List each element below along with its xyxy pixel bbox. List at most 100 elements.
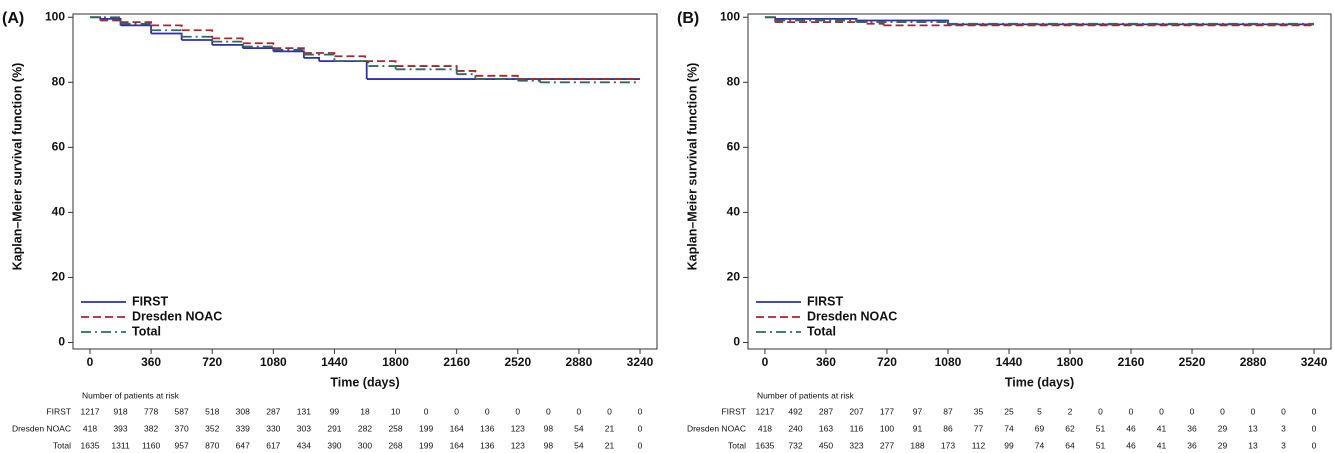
risk-count: 5 (1037, 406, 1042, 416)
risk-count: 13 (1248, 440, 1258, 450)
risk-count: 1635 (755, 440, 774, 450)
x-tick-label: 0 (762, 355, 769, 369)
risk-count: 0 (1312, 423, 1317, 433)
risk-count: 647 (236, 440, 250, 450)
risk-count: 277 (880, 440, 894, 450)
risk-count: 64 (1065, 440, 1075, 450)
risk-count: 136 (480, 440, 494, 450)
risk-count: 418 (83, 423, 97, 433)
risk-count: 0 (1251, 406, 1256, 416)
legend-label: Dresden NOAC (132, 309, 222, 323)
risk-count: 29 (1218, 440, 1228, 450)
risk-count: 370 (175, 423, 189, 433)
x-tick-label: 1440 (996, 355, 1023, 369)
risk-row-name: Total (53, 440, 71, 450)
risk-row-name: FIRST (46, 406, 71, 416)
survival-step (475, 74, 519, 80)
risk-count: 100 (880, 423, 894, 433)
y-axis-label: Kaplan–Meier survival function (%) (10, 63, 24, 271)
x-tick-label: 2880 (566, 355, 593, 369)
y-tick-label: 80 (52, 74, 66, 88)
risk-count: 123 (511, 440, 525, 450)
risk-count: 957 (175, 440, 189, 450)
risk-count: 177 (880, 406, 894, 416)
x-tick-label: 1800 (1057, 355, 1084, 369)
risk-count: 287 (819, 406, 833, 416)
risk-count: 258 (388, 423, 402, 433)
risk-count: 0 (638, 423, 643, 433)
risk-count: 188 (910, 440, 924, 450)
survival-step (775, 19, 858, 23)
risk-count: 330 (266, 423, 280, 433)
risk-count: 91 (913, 423, 923, 433)
risk-count: 98 (544, 423, 554, 433)
risk-count: 69 (1035, 423, 1045, 433)
risk-count: 0 (638, 406, 643, 416)
risk-count: 0 (1281, 406, 1286, 416)
risk-count: 97 (913, 406, 923, 416)
legend-label: Total (132, 324, 161, 338)
risk-count: 918 (113, 406, 127, 416)
risk-count: 0 (515, 406, 520, 416)
survival-step (151, 29, 183, 37)
risk-count: 29 (1218, 423, 1228, 433)
risk-count: 418 (758, 423, 772, 433)
survival-step (120, 22, 152, 31)
risk-count: 0 (607, 406, 612, 416)
survival-step (456, 70, 477, 76)
risk-count: 303 (297, 423, 311, 433)
risk-count: 0 (1220, 406, 1225, 416)
legend-label: Total (807, 324, 836, 338)
x-tick-label: 360 (816, 355, 836, 369)
risk-count: 99 (330, 406, 340, 416)
risk-count: 35 (974, 406, 984, 416)
risk-count: 0 (1190, 406, 1195, 416)
risk-count: 291 (327, 423, 341, 433)
legend-label: Dresden NOAC (807, 309, 897, 323)
risk-count: 112 (972, 440, 986, 450)
risk-count: 62 (1065, 423, 1075, 433)
risk-count: 2 (1068, 406, 1073, 416)
legend-label: FIRST (807, 294, 843, 308)
risk-count: 0 (454, 406, 459, 416)
risk-count: 1635 (81, 440, 100, 450)
risk-count: 74 (1035, 440, 1045, 450)
risk-count: 163 (819, 423, 833, 433)
risk-count: 98 (544, 440, 554, 450)
panel-label: (B) (677, 10, 699, 27)
x-tick-label: 1800 (382, 355, 409, 369)
survival-step (120, 24, 152, 34)
plot-frame (72, 13, 658, 350)
panel-label: (A) (2, 10, 24, 27)
risk-count: 99 (1004, 440, 1014, 450)
risk-count: 0 (424, 406, 429, 416)
risk-count: 393 (113, 423, 127, 433)
risk-count: 240 (788, 423, 802, 433)
legend-label: FIRST (132, 294, 168, 308)
survival-step (517, 79, 541, 83)
risk-count: 25 (1004, 406, 1014, 416)
survival-step (303, 53, 336, 62)
risk-count: 0 (485, 406, 490, 416)
y-tick-label: 0 (58, 335, 65, 349)
risk-count: 3 (1281, 423, 1286, 433)
risk-count: 0 (1312, 440, 1317, 450)
survival-step (151, 32, 183, 41)
risk-count: 268 (388, 440, 402, 450)
risk-count: 51 (1096, 440, 1106, 450)
survival-step (100, 19, 122, 23)
y-tick-label: 100 (45, 9, 65, 23)
x-tick-label: 360 (141, 355, 161, 369)
risk-count: 282 (358, 423, 372, 433)
y-tick-label: 80 (727, 74, 741, 88)
risk-count: 36 (1187, 440, 1197, 450)
survival-step (395, 68, 458, 75)
x-tick-label: 2880 (1240, 355, 1267, 369)
y-tick-label: 40 (727, 205, 741, 219)
x-tick-label: 3240 (627, 355, 654, 369)
survival-step (242, 42, 275, 49)
survival-step (181, 39, 214, 45)
survival-step (368, 65, 397, 70)
risk-count: 136 (480, 423, 494, 433)
x-tick-label: 720 (202, 355, 222, 369)
